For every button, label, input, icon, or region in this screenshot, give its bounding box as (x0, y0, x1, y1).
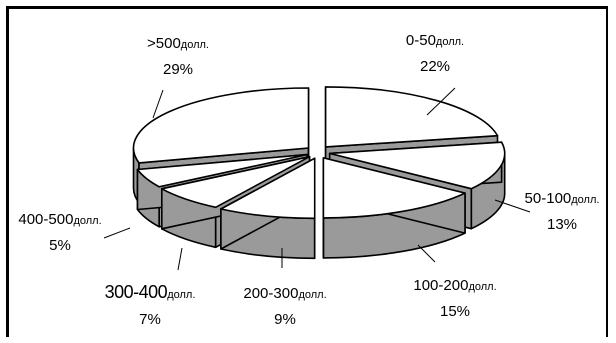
slice-label-0-50: 0-50долл. (406, 32, 464, 49)
slice-label-100-200: 100-200долл. (413, 277, 496, 294)
slice-label-50-100: 50-100долл. (525, 190, 600, 207)
slice-percent-over-500: 29% (163, 61, 193, 78)
leader-line-0-50 (426, 87, 456, 116)
slice-percent-100-200: 15% (440, 303, 470, 320)
slice-label-over-500: >500долл. (147, 35, 209, 52)
leader-line-100-200 (417, 244, 436, 263)
slice-percent-0-50: 22% (420, 58, 450, 75)
leader-line-300-400 (177, 247, 183, 271)
pie-slice-200-300 (220, 157, 316, 260)
pie-slice-100-200 (322, 157, 466, 259)
leader-line-over-500 (152, 89, 164, 119)
slice-percent-50-100: 13% (547, 216, 577, 233)
slice-percent-300-400: 7% (139, 311, 161, 328)
leader-line-400-500 (103, 227, 131, 239)
slice-label-300-400: 300-400долл. (105, 282, 196, 302)
slice-percent-400-500: 5% (49, 237, 71, 254)
slice-label-200-300: 200-300долл. (243, 285, 326, 302)
leader-line-50-100 (494, 199, 531, 213)
chart-frame (6, 6, 608, 337)
slice-percent-200-300: 9% (274, 311, 296, 328)
slice-label-400-500: 400-500долл. (18, 211, 101, 228)
